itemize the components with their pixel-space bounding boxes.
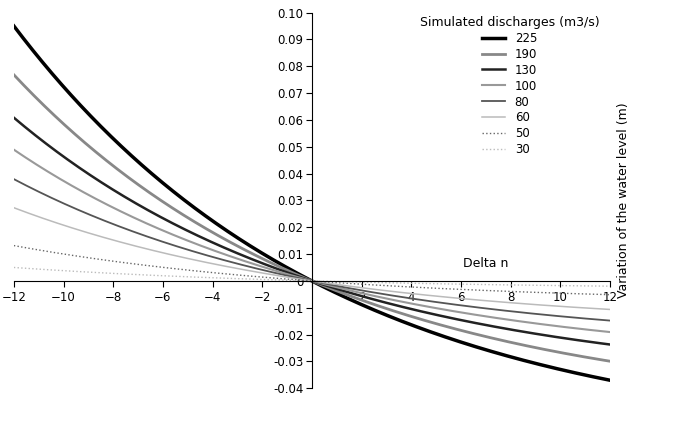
130 (606, 342, 614, 347)
50 (419, 285, 428, 290)
Line: 30: 30 (14, 268, 610, 286)
225 (251, 246, 259, 252)
Line: 80: 80 (14, 179, 610, 321)
30 (606, 284, 614, 289)
Line: 60: 60 (14, 208, 610, 309)
130 (272, 266, 281, 271)
130 (71, 162, 79, 167)
60 (485, 298, 493, 303)
30 (272, 277, 281, 282)
225 (606, 378, 614, 383)
30 (485, 282, 493, 287)
80 (485, 306, 493, 311)
80 (606, 318, 614, 323)
60 (606, 307, 614, 312)
100 (251, 262, 259, 267)
50 (251, 274, 259, 279)
60 (272, 273, 281, 278)
100 (485, 314, 493, 319)
225 (10, 24, 18, 29)
Line: 225: 225 (14, 26, 610, 380)
130 (485, 323, 493, 328)
100 (475, 313, 483, 318)
100 (419, 303, 428, 308)
100 (606, 330, 614, 335)
Line: 100: 100 (14, 150, 610, 332)
60 (251, 269, 259, 274)
130 (10, 115, 18, 120)
190 (71, 131, 79, 136)
50 (485, 288, 493, 293)
80 (71, 206, 79, 211)
225 (272, 259, 281, 264)
Line: 130: 130 (14, 118, 610, 344)
190 (475, 332, 483, 337)
Text: Delta n: Delta n (463, 257, 509, 270)
130 (475, 321, 483, 326)
225 (485, 348, 493, 353)
30 (71, 269, 79, 274)
80 (272, 271, 281, 276)
60 (475, 298, 483, 303)
60 (71, 226, 79, 231)
50 (475, 288, 483, 293)
80 (251, 265, 259, 271)
30 (251, 277, 259, 282)
Y-axis label: Variation of the water level (m): Variation of the water level (m) (617, 103, 630, 298)
80 (475, 305, 483, 310)
225 (71, 97, 79, 102)
130 (419, 309, 428, 314)
30 (475, 282, 483, 287)
190 (251, 252, 259, 257)
50 (71, 253, 79, 258)
30 (419, 281, 428, 286)
130 (251, 258, 259, 263)
100 (10, 147, 18, 152)
190 (606, 359, 614, 364)
100 (71, 185, 79, 190)
190 (272, 263, 281, 268)
Line: 50: 50 (14, 246, 610, 295)
225 (419, 327, 428, 332)
Legend: 225, 190, 130, 100, 80, 60, 50, 30: 225, 190, 130, 100, 80, 60, 50, 30 (415, 11, 604, 161)
190 (10, 72, 18, 77)
60 (10, 205, 18, 210)
190 (419, 317, 428, 322)
225 (475, 345, 483, 350)
80 (10, 176, 18, 181)
Line: 190: 190 (14, 75, 610, 361)
50 (272, 276, 281, 281)
50 (606, 292, 614, 297)
80 (419, 298, 428, 303)
190 (485, 335, 493, 340)
60 (419, 292, 428, 298)
30 (10, 265, 18, 270)
50 (10, 243, 18, 248)
100 (272, 268, 281, 273)
